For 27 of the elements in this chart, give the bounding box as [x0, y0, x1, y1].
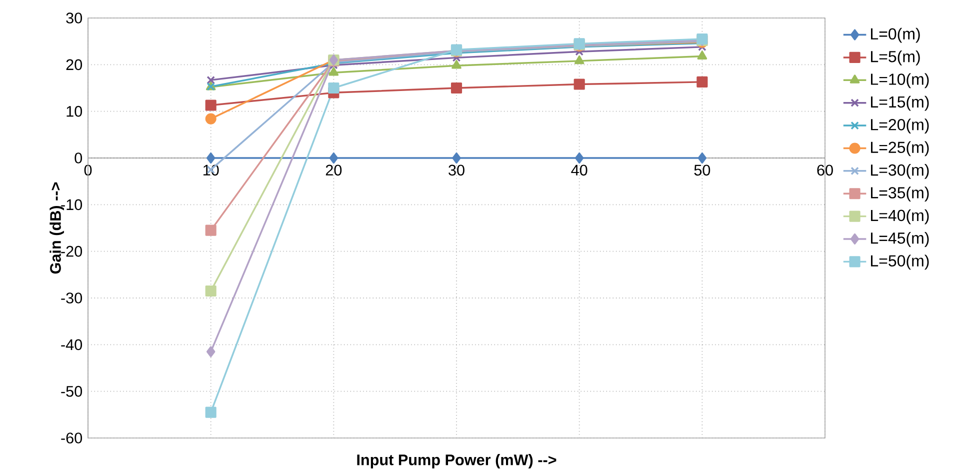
legend-label: L=40(m) [871, 209, 929, 224]
legend-label: L=0(m) [871, 28, 920, 43]
x-axis-title: Input Pump Power (mW) --> [357, 454, 556, 468]
x-tick-label: 0 [84, 164, 92, 176]
y-tick-label: -40 [61, 339, 82, 350]
legend-label: L=30(m) [871, 164, 929, 179]
y-tick-label: 10 [66, 106, 82, 117]
legend-label: L=5(m) [871, 50, 920, 66]
x-tick-label: 40 [571, 164, 588, 176]
legend-label: L=50(m) [871, 254, 929, 270]
y-tick-label: 20 [66, 59, 82, 70]
legend-label: L=10(m) [871, 73, 929, 88]
y-tick-label: -30 [61, 292, 82, 304]
x-tick-label: 20 [326, 164, 342, 176]
y-tick-label: -60 [61, 432, 82, 444]
legend-label: L=45(m) [871, 232, 929, 247]
x-tick-label: 30 [448, 164, 464, 176]
legend-label: L=15(m) [871, 96, 929, 111]
y-tick-label: 0 [74, 152, 82, 164]
y-tick-label: -20 [61, 246, 82, 257]
legend-label: L=35(m) [871, 186, 929, 202]
y-tick-label: 30 [66, 12, 82, 24]
x-tick-label: 50 [694, 164, 710, 176]
x-tick-label: 60 [817, 164, 833, 176]
legend-label: L=25(m) [871, 141, 929, 156]
legend-label: L=20(m) [871, 118, 929, 134]
y-tick-label: -50 [61, 386, 82, 397]
